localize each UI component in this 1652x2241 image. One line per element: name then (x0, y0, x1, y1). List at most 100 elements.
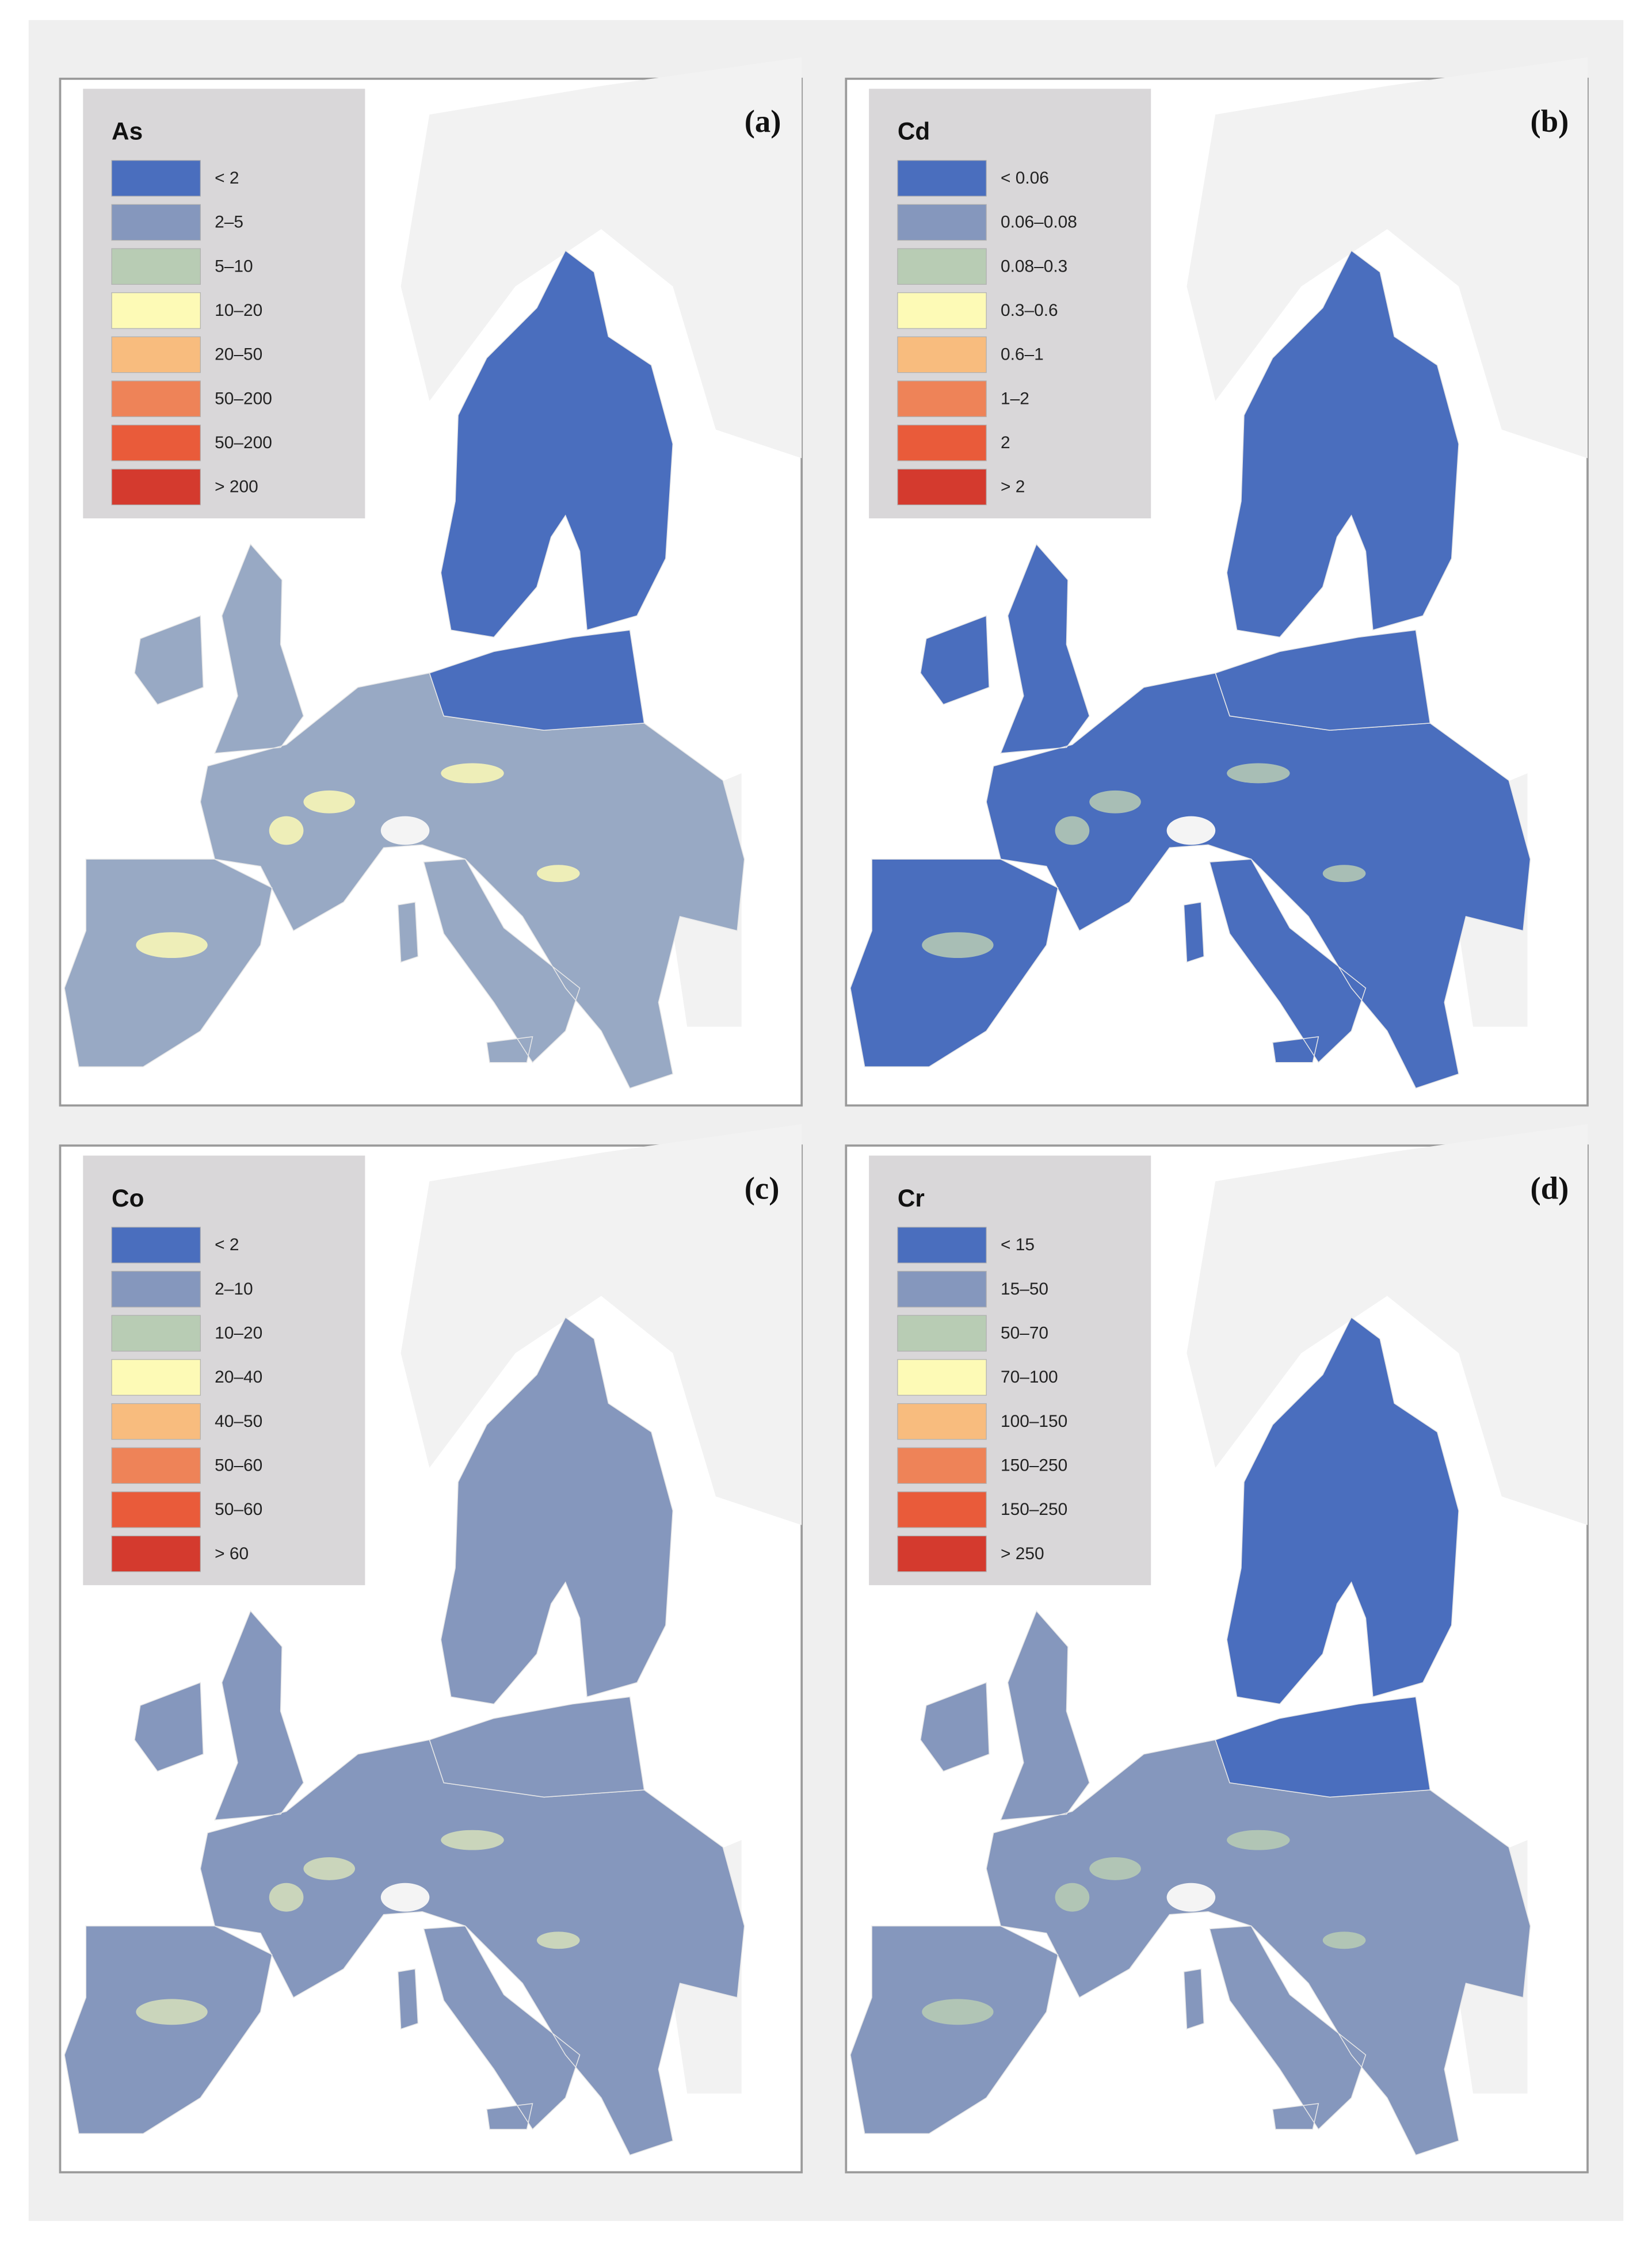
legend-swatch (111, 1403, 201, 1440)
map-region-north (1215, 250, 1459, 731)
legend-label: 50–60 (215, 1456, 262, 1475)
legend-label: > 60 (215, 1544, 249, 1563)
map-patch (1227, 1830, 1290, 1850)
panel-label: (d) (1531, 1170, 1569, 1205)
map-patch (136, 1999, 208, 2025)
map-hole (1166, 816, 1216, 845)
map-patch (269, 1883, 304, 1912)
legend-label: 150–250 (1001, 1456, 1067, 1475)
legend-swatch (897, 1359, 987, 1396)
legend-swatch (897, 380, 987, 417)
map (850, 1124, 1588, 2156)
legend-swatch (111, 1535, 201, 1572)
map-patch (136, 932, 208, 959)
legend-label: 0.6–1 (1001, 345, 1044, 364)
legend-label: 100–150 (1001, 1412, 1067, 1431)
legend-swatch (897, 292, 987, 329)
legend-swatch (111, 292, 201, 329)
map-hole (1166, 1883, 1216, 1912)
legend-label: 50–60 (215, 1500, 262, 1519)
legend-title: As (112, 118, 143, 145)
legend-label: 5–10 (215, 257, 253, 276)
legend-swatch (897, 204, 987, 241)
legend-swatch (111, 425, 201, 461)
legend-label: < 0.06 (1001, 169, 1049, 188)
legend-swatch (897, 160, 987, 197)
map-patch (1055, 816, 1090, 845)
legend-label: 15–50 (1001, 1280, 1048, 1299)
legend-label: 50–200 (215, 389, 272, 408)
legend-label: 2–5 (215, 213, 243, 232)
legend-swatch (897, 1447, 987, 1484)
legend-swatch (897, 1491, 987, 1528)
legend-label: 10–20 (215, 301, 262, 320)
legend-label: 1–2 (1001, 389, 1029, 408)
legend-label: 50–200 (215, 433, 272, 452)
legend-swatch (111, 1227, 201, 1263)
legend-label: 20–40 (215, 1368, 262, 1387)
map-patch (303, 1857, 355, 1880)
non-member-land (400, 1124, 802, 2094)
map-region-south (64, 543, 745, 1089)
map-patch (1322, 1931, 1366, 1949)
legend-swatch (111, 1270, 201, 1308)
legend-swatch (111, 336, 201, 373)
legend-swatch (111, 1447, 201, 1484)
map-patch (1089, 790, 1141, 814)
legend-label: 40–50 (215, 1412, 262, 1431)
legend-swatch (111, 248, 201, 285)
map (64, 57, 802, 1089)
legend-label: 2–10 (215, 1280, 253, 1299)
legend-swatch (111, 468, 201, 506)
legend-swatch (111, 1359, 201, 1396)
legend-swatch (897, 248, 987, 285)
legend-label: 150–250 (1001, 1500, 1067, 1519)
legend-title: Co (112, 1185, 144, 1212)
map-region-north (429, 1316, 674, 1798)
non-member-land (400, 57, 802, 1027)
legend-label: 70–100 (1001, 1368, 1058, 1387)
map-patch (441, 1830, 504, 1850)
non-member-land (1186, 57, 1588, 1027)
map (850, 57, 1588, 1089)
legend-label: > 2 (1001, 478, 1025, 497)
legend-label: 0.3–0.6 (1001, 301, 1058, 320)
legend-label: 0.06–0.08 (1001, 213, 1077, 232)
legend-label: > 250 (1001, 1544, 1044, 1563)
legend-label: < 2 (215, 169, 239, 188)
map-panel: (c) Co < 2 2–10 10–20 20–40 40–50 50–60 50–60 > 6… (59, 1124, 803, 2174)
map (64, 1124, 802, 2156)
legend-label: < 2 (215, 1235, 239, 1254)
legend-label: > 200 (215, 478, 258, 497)
map-patch (303, 790, 355, 814)
legend-swatch (111, 160, 201, 197)
non-member-land (1186, 1124, 1588, 2094)
panel-label: (c) (745, 1170, 780, 1205)
map-region-south (64, 1610, 745, 2156)
legend-swatch (897, 336, 987, 373)
legend-swatch (897, 1270, 987, 1308)
map-patch (536, 865, 580, 883)
panel-label: (a) (745, 104, 781, 139)
map-patch (1227, 763, 1290, 784)
legend-swatch (111, 204, 201, 241)
map-region-north (1215, 1316, 1459, 1798)
legend-label: 50–70 (1001, 1323, 1048, 1342)
legend-label: < 15 (1001, 1235, 1035, 1254)
map-patch (269, 816, 304, 845)
legend-swatch (897, 1315, 987, 1352)
legend-swatch (111, 1315, 201, 1352)
map-patch (441, 763, 504, 784)
map-panel: (b) Cd < 0.06 0.06–0.08 0.08–0.3 0.3–0.6 0.6–1… (845, 57, 1589, 1107)
map-hole (380, 1883, 430, 1912)
legend-swatch (111, 380, 201, 417)
map-patch (1055, 1883, 1090, 1912)
map-patch (1089, 1857, 1141, 1880)
map-patch (922, 932, 994, 959)
map-patch (536, 1931, 580, 1949)
legend-label: 0.08–0.3 (1001, 257, 1067, 276)
map-panel: (d) Cr < 15 15–50 50–70 70–100 100–150 150–250 1… (845, 1124, 1589, 2174)
legend-swatch (897, 1535, 987, 1572)
legend-swatch (897, 425, 987, 461)
